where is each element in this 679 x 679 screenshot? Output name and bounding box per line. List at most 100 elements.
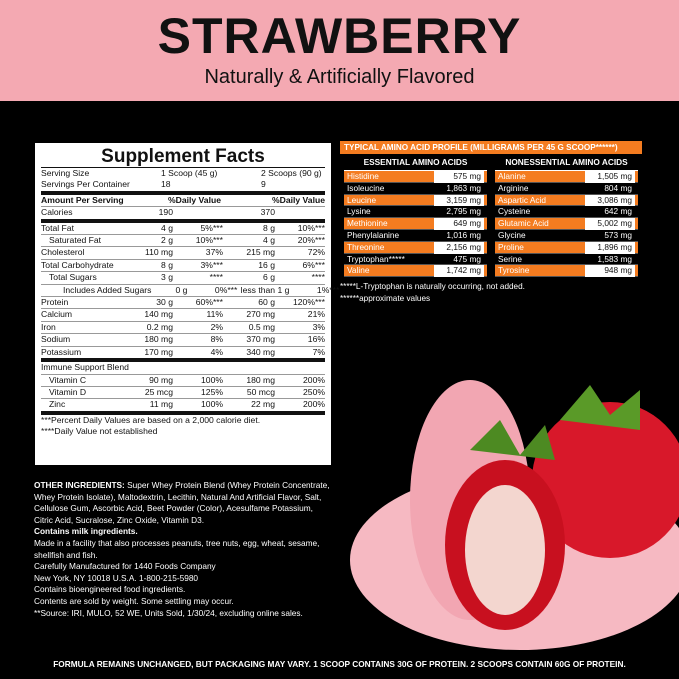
nutrient-label: Cholesterol [41, 247, 85, 258]
title: STRAWBERRY [157, 8, 522, 64]
nutrient-row: Calcium 140 mg 11% 270 mg 21% [41, 309, 325, 322]
nutrient-cell: 3% [312, 321, 325, 332]
nutrient-label: Iron [41, 321, 56, 332]
amino-row: Leucine 3,159 mg [344, 194, 487, 207]
nutrient-cell: 4% [210, 346, 223, 357]
amino-name: Glycine [498, 229, 526, 240]
amino-amount: 2,156 mg [434, 241, 484, 254]
nutrient-cell: 7% [312, 346, 325, 357]
nutrient-row: Includes Added Sugars 0 g 0%*** less than 1… [41, 284, 339, 298]
nutrient-row: Saturated Fat 2 g 10%*** 4 g 20%*** [41, 235, 325, 248]
amino-row: Tyrosine 948 mg [495, 265, 638, 278]
ingredient-line: Contains milk ingredients. [34, 526, 138, 537]
leaves-2 [560, 385, 640, 430]
nutrient-cell: 3 g [161, 272, 173, 283]
amino-amount: 575 mg [434, 171, 484, 183]
nutrient-row: Cholesterol 110 mg 37% 215 mg 72% [41, 247, 325, 260]
nutrient-cell: 37% [205, 247, 223, 258]
ingredients: OTHER INGREDIENTS: Super Whey Protein Bl… [34, 480, 334, 619]
nutrient-row: Total Fat 4 g 5%*** 8 g 10%*** [41, 222, 325, 236]
serving-cell: 2 Scoops (90 g) [261, 168, 322, 178]
nutrient-cell: 60 g [258, 297, 275, 308]
amino-amount: 1,742 mg [434, 265, 484, 278]
amino-amount: 3,159 mg [434, 194, 484, 207]
nutrient-label: Includes Added Sugars [63, 284, 152, 295]
ingredients-text: Super Whey Protein Blend (Whey Protein C… [34, 480, 330, 525]
amino-row: Proline 1,896 mg [495, 241, 638, 254]
header-band: STRAWBERRY Naturally & Artificially Flav… [0, 0, 679, 101]
nutrient-cell: 8% [210, 334, 223, 345]
amino-amount: 948 mg [585, 265, 635, 278]
subtitle: Naturally & Artificially Flavored [204, 66, 475, 88]
nutrient-cell: 20%*** [297, 235, 325, 246]
nutrient-cell: 100% [201, 374, 223, 385]
amino-name: Phenylalanine [347, 229, 400, 240]
nutrient-cell: 4 g [161, 222, 173, 233]
nutrient-row: Potassium 170 mg 4% 340 mg 7% [41, 346, 325, 363]
nutrient-row: Calories 190 370 [41, 207, 325, 223]
amino-name: Lysine [347, 206, 371, 217]
footnote: ***Percent Daily Values are based on a 2… [41, 414, 261, 425]
leaves [470, 420, 555, 460]
amino-note: ******approximate values [340, 294, 431, 304]
nutrient-cell: 30 g [156, 297, 173, 308]
column-header: %Daily Value [271, 194, 325, 205]
nutrient-cell: 4 g [263, 235, 275, 246]
nutrient-label: Zinc [49, 399, 66, 410]
nutrient-cell: 170 mg [144, 346, 173, 357]
amino-row: Phenylalanine 1,016 mg [344, 230, 487, 242]
amino-name: Glutamic Acid [498, 218, 549, 229]
nutrient-cell: 200% [303, 399, 325, 410]
essential-column: ESSENTIAL AMINO ACIDS Histidine 575 mg Isol… [344, 154, 487, 278]
blank-cell [279, 207, 325, 218]
amino-amount: 475 mg [453, 253, 481, 264]
nutrient-cell: 2 g [161, 235, 173, 246]
amino-amount: 3,086 mg [585, 194, 635, 207]
amino-amount: 804 mg [604, 182, 632, 193]
facts-body: Serving Size 1 Scoop (45 g) 2 Scoops (90 g… [41, 168, 339, 438]
amino-notes: *****L-Tryptophan is naturally occurring… [340, 281, 642, 305]
amino-row: Isoleucine 1,863 mg [344, 183, 487, 195]
nutrient-cell: 0 g [175, 284, 188, 295]
amino-name: Cysteine [498, 206, 531, 217]
nutrient-cell: 10%*** [297, 222, 325, 233]
nutrient-cell: 8 g [263, 222, 275, 233]
ingredient-line: Contents are sold by weight. Some settli… [34, 595, 234, 606]
amino-name: Arginine [498, 182, 529, 193]
nutrient-label: Total Sugars [49, 272, 97, 283]
amino-title: TYPICAL AMINO ACID PROFILE (MILLIGRAMS P… [340, 141, 642, 154]
ingredient-line: Contains bioengineered food ingredients. [34, 584, 186, 595]
nutrient-row: Iron 0.2 mg 2% 0.5 mg 3% [41, 321, 325, 335]
nutrient-cell: 16 g [258, 259, 275, 270]
amino-row: Alanine 1,505 mg [495, 171, 638, 183]
column-header: Amount Per Serving [41, 194, 124, 205]
amino-name: Isoleucine [347, 182, 385, 193]
nutrient-cell: 60%*** [195, 297, 223, 308]
ingredient-line: Made in a facility that also processes p… [34, 537, 320, 560]
nutrient-cell: 6 g [263, 272, 275, 283]
nutrient-cell: 90 mg [149, 374, 173, 385]
nutrient-cell: 6%*** [302, 259, 325, 270]
nutrient-cell: 1%*** [316, 284, 340, 295]
amino-name: Tryptophan***** [347, 253, 405, 264]
nutrient-cell: 140 mg [144, 309, 173, 320]
amino-row: Valine 1,742 mg [344, 265, 487, 278]
nutrient-row: Zinc 11 mg 100% 22 mg 200% [41, 399, 325, 415]
amino-name: Valine [347, 265, 370, 276]
amino-name: Aspartic Acid [498, 194, 546, 205]
nutrient-cell: 215 mg [246, 247, 275, 258]
amino-name: Tyrosine [498, 265, 530, 276]
nutrient-label: Calcium [41, 309, 73, 320]
nutrient-row: Protein 30 g 60%*** 60 g 120%*** [41, 297, 325, 310]
serving-cell: 18 [161, 179, 171, 190]
nutrient-cell: 125% [201, 386, 223, 397]
nutrient-cell: 3%*** [200, 259, 223, 270]
nonessential-column: NONESSENTIAL AMINO ACIDS Alanine 1,505 mg A… [495, 154, 638, 278]
nutrient-label: Vitamin C [49, 374, 87, 385]
ingredient-line: **Source: IRI, MULO, 52 WE, Units Sold, … [34, 607, 303, 618]
nutrient-row: Sodium 180 mg 8% 370 mg 16% [41, 334, 325, 347]
nutrient-label: Total Carbohydrate [41, 259, 114, 270]
amino-name: Proline [498, 241, 524, 252]
